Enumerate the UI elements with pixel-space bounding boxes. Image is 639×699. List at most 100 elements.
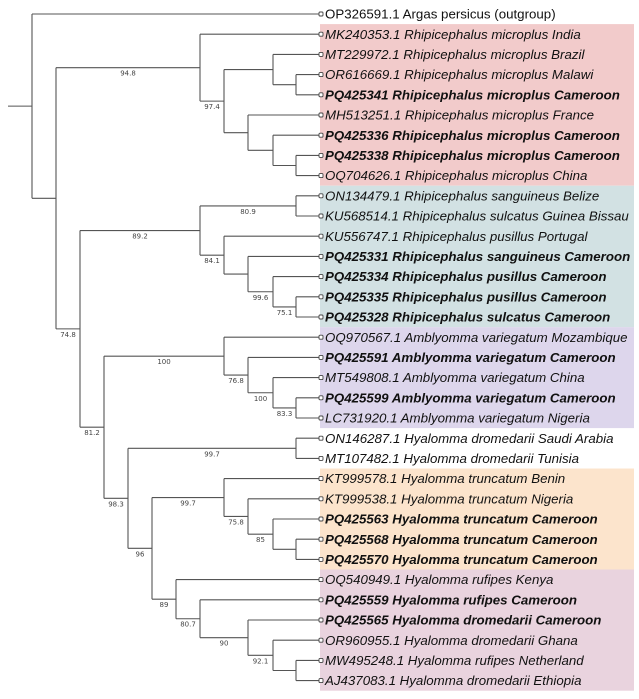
taxon-label: PQ425338 Rhipicephalus microplus Cameroo… [325, 148, 620, 163]
taxon-label: PQ425559 Hyalomma rufipes Cameroon [325, 592, 577, 607]
bootstrap-value: 75.8 [228, 518, 244, 526]
taxon-label: KU568514.1 Rhipicephalus sulcatus Guinea… [325, 209, 629, 224]
bootstrap-value: 85 [256, 536, 265, 544]
tip-node-icon [318, 617, 324, 623]
taxon-label: OP326591.1 Argas persicus (outgroup) [325, 7, 556, 22]
clade-highlights [320, 24, 634, 691]
taxon-label: MT229972.1 Rhipicephalus microplus Brazi… [325, 47, 585, 62]
tip-node-icon [318, 415, 324, 421]
tip-node-icon [318, 678, 324, 684]
tip-node-icon [318, 516, 324, 522]
tip-node-icon [318, 637, 324, 643]
bootstrap-value: 80.9 [240, 208, 256, 216]
bootstrap-value: 92.1 [253, 657, 269, 665]
tip-node-icon [318, 31, 324, 37]
bootstrap-value: 97.4 [204, 103, 220, 111]
tip-node-icon [318, 476, 324, 482]
taxon-label: PQ425335 Rhipicephalus pusillus Cameroon [325, 289, 607, 304]
bootstrap-value: 99.7 [204, 450, 220, 458]
tip-node-icon [318, 253, 324, 259]
tip-node-icon [318, 132, 324, 138]
taxon-label: PQ425570 Hyalomma truncatum Cameroon [325, 552, 598, 567]
tip-node-icon [318, 577, 324, 583]
taxon-label: KU556747.1 Rhipicephalus pusillus Portug… [325, 229, 588, 244]
taxon-label: MT107482.1 Hyalomma dromedarii Tunisia [325, 451, 579, 466]
clade-highlight [320, 468, 634, 570]
tip-node-icon [318, 233, 324, 239]
bootstrap-value: 80.7 [180, 621, 196, 629]
taxon-label: MH513251.1 Rhipicephalus microplus Franc… [325, 108, 594, 123]
taxon-label: PQ425334 Rhipicephalus pusillus Cameroon [325, 269, 607, 284]
clade-highlight [320, 569, 634, 691]
taxon-label: PQ425341 Rhipicephalus microplus Cameroo… [325, 87, 620, 102]
tip-node-icon [318, 72, 324, 78]
tip-node-icon [318, 274, 324, 280]
bootstrap-value: 81.2 [84, 429, 100, 437]
bootstrap-value: 89.2 [132, 233, 148, 241]
taxon-label: PQ425591 Amblyomma variegatum Cameroon [325, 350, 616, 365]
bootstrap-value: 100 [157, 358, 170, 366]
tip-node-icon [318, 51, 324, 57]
taxon-label: ON134479.1 Rhipicephalus sanguineus Beli… [325, 188, 599, 203]
taxon-label: LC731920.1 Amblyomma variegatum Nigeria [325, 411, 590, 426]
tip-node-icon [318, 657, 324, 663]
tip-node-icon [318, 92, 324, 98]
bootstrap-value: 90 [220, 640, 229, 648]
bootstrap-value: 99.7 [180, 500, 196, 508]
branches [8, 13, 320, 682]
bootstrap-value: 99.6 [253, 294, 269, 302]
taxon-label: OR960955.1 Hyalomma dromedarii Ghana [325, 633, 578, 648]
taxon-label: OQ540949.1 Hyalomma rufipes Kenya [325, 572, 553, 587]
taxon-label: PQ425565 Hyalomma dromedarii Cameroon [325, 613, 601, 628]
tip-node-icon [318, 294, 324, 300]
tip-node-icon [318, 11, 324, 17]
tip-node-icon [318, 536, 324, 542]
clade-highlight [320, 185, 634, 328]
bootstrap-value: 75.1 [277, 309, 293, 317]
taxon-label: MK240353.1 Rhipicephalus microplus India [325, 27, 581, 42]
tip-node-icon [318, 496, 324, 502]
bootstrap-value: 98.3 [108, 500, 124, 508]
taxon-label: PQ425331 Rhipicephalus sanguineus Camero… [325, 249, 630, 264]
bootstrap-value: 84.1 [204, 257, 220, 265]
taxon-label: AJ437083.1 Hyalomma dromedarii Ethiopia [324, 673, 581, 688]
taxon-label: MT549808.1 Amblyomma variegatum China [325, 370, 585, 385]
taxon-label: OQ970567.1 Amblyomma variegatum Mozambiq… [325, 330, 628, 345]
tip-labels: OP326591.1 Argas persicus (outgroup) MK24… [318, 7, 630, 688]
taxon-label: OQ704626.1 Rhipicephalus microplus China [325, 168, 587, 183]
tip-node-icon [318, 152, 324, 158]
taxon-label: PQ425328 Rhipicephalus sulcatus Cameroon [325, 310, 610, 325]
tip-node-icon [318, 455, 324, 461]
tip-node-icon [318, 193, 324, 199]
taxon-label: PQ425568 Hyalomma truncatum Cameroon [325, 532, 598, 547]
taxon-label: ON146287.1 Hyalomma dromedarii Saudi Ara… [325, 431, 614, 446]
bootstrap-value: 89 [160, 601, 169, 609]
tip-node-icon [318, 334, 324, 340]
taxon-label: OR616669.1 Rhipicephalus microplus Malaw… [325, 67, 594, 82]
taxon-label: PQ425336 Rhipicephalus microplus Cameroo… [325, 128, 620, 143]
tip-node-icon [318, 354, 324, 360]
bootstrap-value: 96 [136, 550, 145, 558]
tip-node-icon [318, 556, 324, 562]
tip-node-icon [318, 375, 324, 381]
taxon-label: PQ425563 Hyalomma truncatum Cameroon [325, 512, 598, 527]
clade-highlight [320, 24, 634, 186]
bootstrap-value: 74.8 [60, 331, 76, 339]
taxon-label: PQ425599 Amblyomma variegatum Cameroon [325, 390, 616, 405]
tip-node-icon [318, 597, 324, 603]
tip-node-icon [318, 395, 324, 401]
clade-highlight [320, 327, 634, 429]
support-values: 97.4 75.1 99.6 80.9 84.1 83.3 100 76.8 85 75.8 92.… [60, 70, 292, 666]
taxon-label: KT999538.1 Hyalomma truncatum Nigeria [325, 491, 573, 506]
taxon-label: MW495248.1 Hyalomma rufipes Netherland [325, 653, 584, 668]
tip-node-icon [318, 173, 324, 179]
tip-node-icon [318, 213, 324, 219]
bootstrap-value: 83.3 [277, 410, 293, 418]
bootstrap-value: 94.8 [120, 70, 136, 78]
bootstrap-value: 100 [254, 395, 267, 403]
tip-node-icon [318, 314, 324, 320]
bootstrap-value: 76.8 [228, 377, 244, 385]
tip-node-icon [318, 112, 324, 118]
taxon-label: KT999578.1 Hyalomma truncatum Benin [325, 471, 565, 486]
